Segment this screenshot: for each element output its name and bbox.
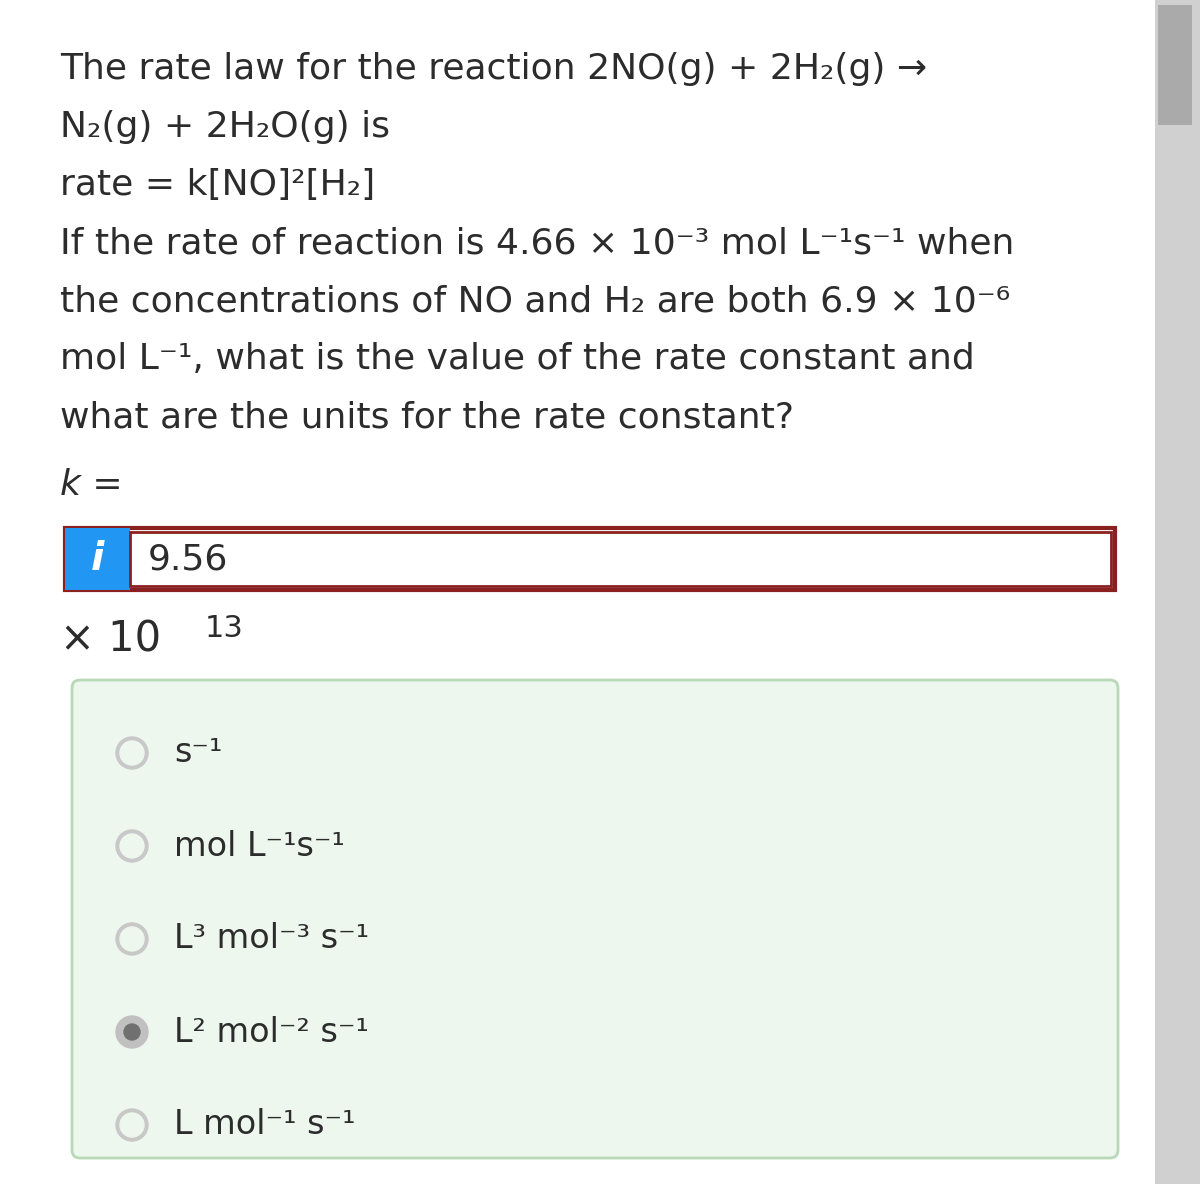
Bar xyxy=(65,528,1115,590)
Circle shape xyxy=(120,834,144,858)
Bar xyxy=(1158,5,1192,126)
Text: 9.56: 9.56 xyxy=(148,542,228,575)
Text: L³ mol⁻³ s⁻¹: L³ mol⁻³ s⁻¹ xyxy=(174,922,370,955)
Text: 13: 13 xyxy=(205,614,244,643)
Bar xyxy=(1154,0,1200,1184)
Circle shape xyxy=(120,927,144,951)
Bar xyxy=(65,528,130,590)
Circle shape xyxy=(116,1016,148,1048)
Text: L² mol⁻² s⁻¹: L² mol⁻² s⁻¹ xyxy=(174,1016,368,1049)
Text: × 10: × 10 xyxy=(60,618,161,659)
Circle shape xyxy=(116,830,148,862)
Circle shape xyxy=(116,1109,148,1141)
Text: the concentrations of NO and H₂ are both 6.9 × 10⁻⁶: the concentrations of NO and H₂ are both… xyxy=(60,284,1010,318)
Circle shape xyxy=(116,736,148,768)
FancyBboxPatch shape xyxy=(72,680,1118,1158)
Circle shape xyxy=(120,741,144,765)
Text: The rate law for the reaction 2NO(g) + 2H₂(g) →: The rate law for the reaction 2NO(g) + 2… xyxy=(60,52,928,86)
Circle shape xyxy=(116,924,148,955)
Circle shape xyxy=(120,1113,144,1137)
Text: mol L⁻¹, what is the value of the rate constant and: mol L⁻¹, what is the value of the rate c… xyxy=(60,342,974,377)
Text: what are the units for the rate constant?: what are the units for the rate constant… xyxy=(60,400,794,435)
Text: i: i xyxy=(91,540,104,578)
Text: mol L⁻¹s⁻¹: mol L⁻¹s⁻¹ xyxy=(174,830,344,862)
Text: s⁻¹: s⁻¹ xyxy=(174,736,222,770)
Text: N₂(g) + 2H₂O(g) is: N₂(g) + 2H₂O(g) is xyxy=(60,110,390,144)
Circle shape xyxy=(124,1024,140,1040)
Bar xyxy=(130,532,1111,586)
Text: rate = k[NO]²[H₂]: rate = k[NO]²[H₂] xyxy=(60,168,376,202)
Text: L mol⁻¹ s⁻¹: L mol⁻¹ s⁻¹ xyxy=(174,1108,355,1141)
Text: If the rate of reaction is 4.66 × 10⁻³ mol L⁻¹s⁻¹ when: If the rate of reaction is 4.66 × 10⁻³ m… xyxy=(60,226,1014,260)
Text: k =: k = xyxy=(60,468,122,502)
